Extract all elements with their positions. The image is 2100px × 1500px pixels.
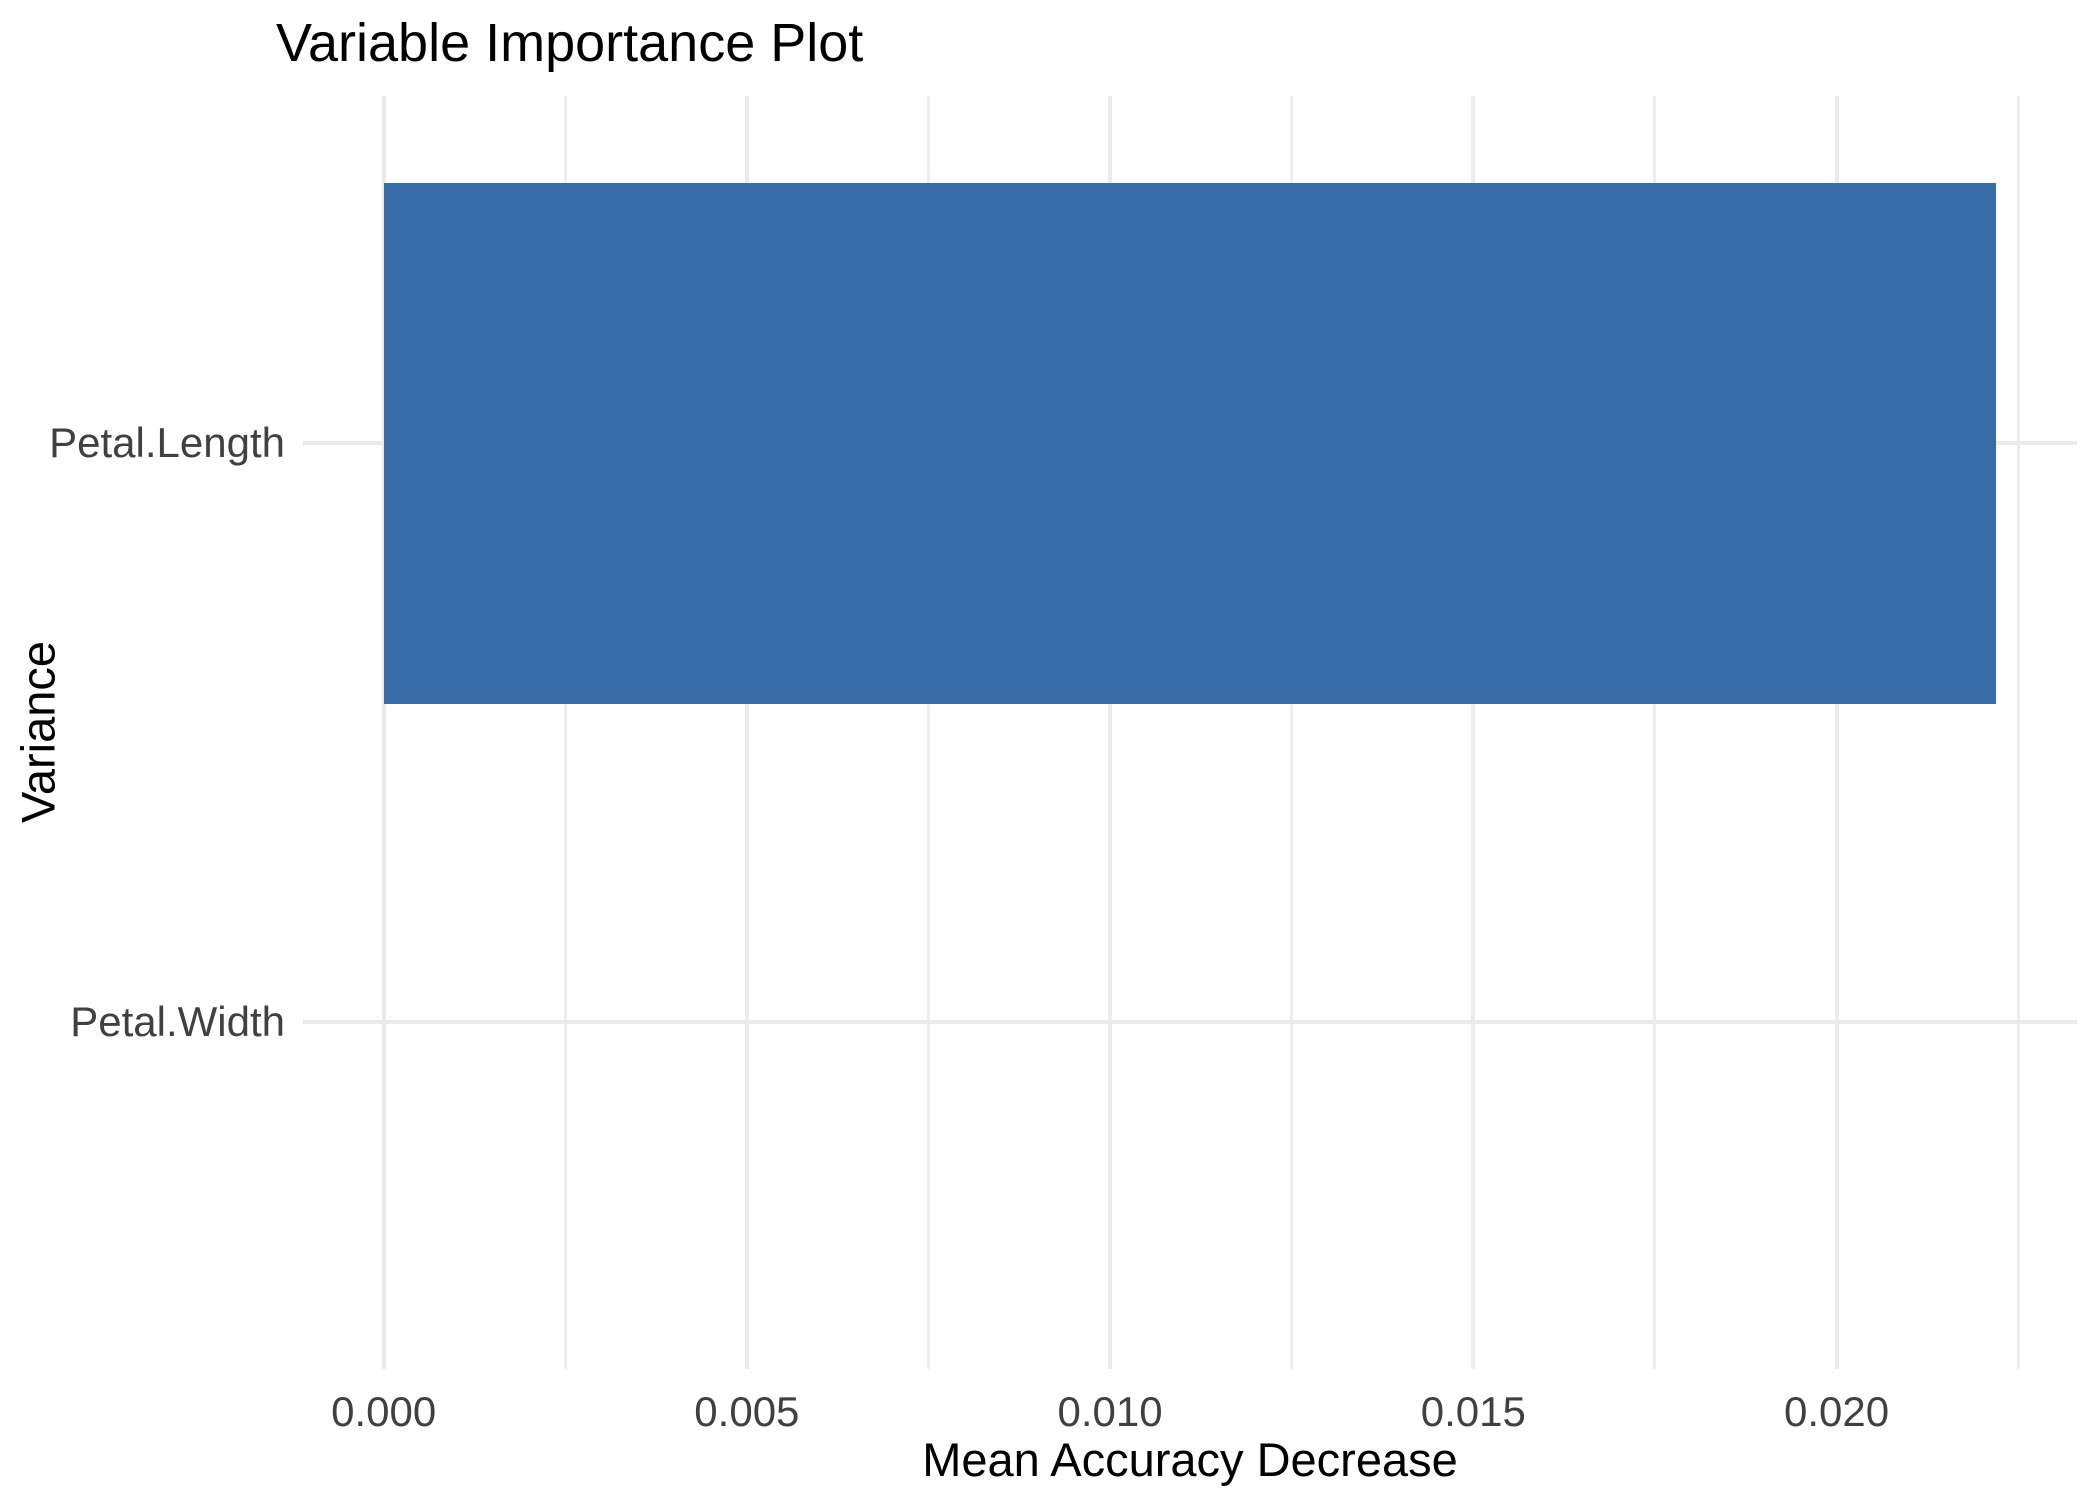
- x-tick-label: 0.000: [331, 1388, 437, 1435]
- minor-gridline: [2016, 96, 2020, 1369]
- category-gridline: [303, 1019, 2077, 1024]
- x-tick-label: 0.010: [1057, 1388, 1163, 1435]
- plot-panel: [303, 96, 2077, 1369]
- x-tick-label: 0.020: [1783, 1388, 1890, 1435]
- minor-gridline: [1290, 96, 1294, 1369]
- y-tick-label: Petal.Width: [70, 997, 285, 1045]
- minor-gridline: [563, 96, 567, 1369]
- x-tick-label: 0.015: [1420, 1388, 1526, 1435]
- plot-title: Variable Importance Plot: [276, 13, 864, 73]
- x-axis-title: Mean Accuracy Decrease: [922, 1433, 1458, 1486]
- major-gridline: [1471, 96, 1476, 1369]
- y-tick-label: Petal.Length: [49, 419, 285, 467]
- major-gridline: [744, 96, 749, 1369]
- minor-gridline: [1653, 96, 1657, 1369]
- minor-gridline: [926, 96, 930, 1369]
- major-gridline: [1834, 96, 1839, 1369]
- y-axis-title: Variance: [11, 640, 65, 824]
- x-tick-label: 0.005: [694, 1388, 800, 1435]
- major-gridline: [381, 96, 386, 1369]
- major-gridline: [1108, 96, 1113, 1369]
- bar-petal-length: [383, 182, 1997, 704]
